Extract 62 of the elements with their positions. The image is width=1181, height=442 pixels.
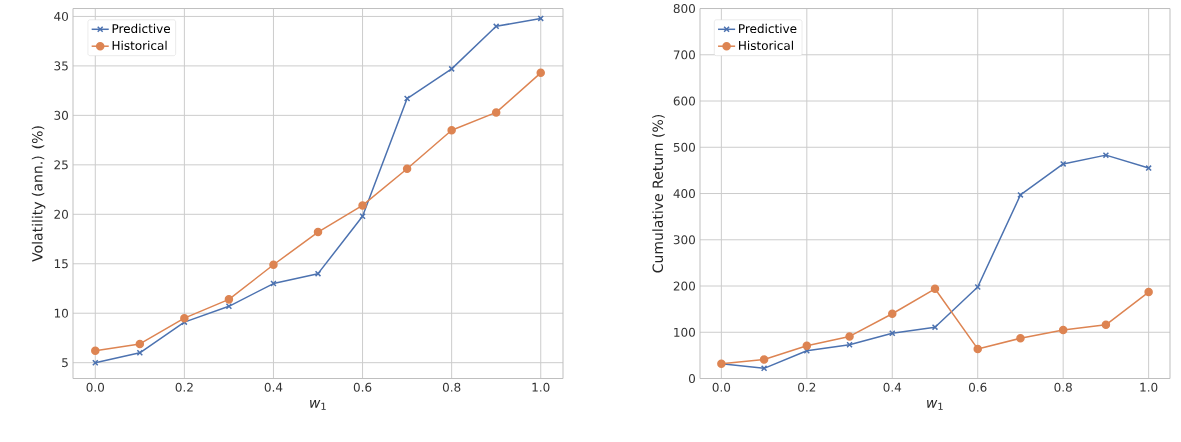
point <box>1016 334 1025 343</box>
x-axis-title: w$_{1}$ <box>927 400 943 411</box>
point <box>358 201 367 210</box>
y-tick-label: 500 <box>673 142 695 153</box>
point <box>536 68 545 78</box>
point <box>136 349 144 357</box>
legend-label: Historical <box>112 40 167 51</box>
point <box>845 332 854 341</box>
point <box>1101 320 1111 330</box>
legend-label: Predictive <box>739 24 797 34</box>
y-tick-label: 35 <box>54 61 68 71</box>
y-tick-label: 700 <box>673 50 695 60</box>
x-tick-label: 1.0 <box>532 382 550 393</box>
x-tick-label: 0.4 <box>883 382 902 393</box>
point <box>447 126 456 135</box>
x-tick-label: 0.8 <box>442 382 461 393</box>
y-tick-label: 20 <box>54 209 69 220</box>
y-tick-label: 0 <box>688 374 696 384</box>
y-tick-label: 100 <box>674 327 695 338</box>
y-tick-label: 200 <box>673 281 695 291</box>
x-tick-label: 0.4 <box>264 382 283 393</box>
point <box>491 108 501 117</box>
x-tick-label: 0.2 <box>175 382 193 393</box>
x-tick-label: 0.2 <box>798 382 816 393</box>
point <box>802 341 812 351</box>
y-tick-label: 5 <box>62 358 68 368</box>
point <box>91 346 100 356</box>
y-tick-label: 30 <box>54 111 69 121</box>
x-tick-label: 1.0 <box>1140 382 1158 393</box>
x-axis-title: w$_{1}$ <box>310 400 326 411</box>
point <box>269 260 278 270</box>
y-tick-label: 400 <box>673 189 695 199</box>
point <box>270 280 277 287</box>
point <box>1144 288 1153 297</box>
point <box>973 344 982 354</box>
y-tick-label: 800 <box>673 4 695 14</box>
x-tick-label: 0.0 <box>712 382 731 393</box>
y-axis-title: Volatility (ann.) (%) <box>31 126 46 263</box>
x-tick-label: 0.0 <box>86 382 105 393</box>
x-tick-label: 0.8 <box>1054 382 1072 393</box>
y-tick-label: 600 <box>673 96 695 106</box>
point <box>224 295 234 304</box>
point <box>135 339 145 349</box>
point <box>92 359 99 367</box>
y-tick-label: 10 <box>54 308 69 318</box>
point <box>888 309 897 319</box>
point <box>1102 152 1110 159</box>
point <box>402 164 412 174</box>
y-tick-label: 300 <box>673 235 695 245</box>
x-tick-label: 0.6 <box>353 382 372 393</box>
x-tick-label: 0.6 <box>968 382 987 393</box>
point <box>313 228 323 237</box>
legend-label: Historical <box>739 40 793 51</box>
y-tick-label: 25 <box>54 160 68 170</box>
y-tick-label: 15 <box>54 259 68 269</box>
point <box>180 314 189 323</box>
point <box>1058 325 1068 335</box>
y-tick-label: 40 <box>54 12 69 22</box>
y-axis-title: Cumulative Return (%) <box>652 115 665 273</box>
legend-label: Predictive <box>112 24 171 34</box>
point <box>930 284 940 294</box>
point <box>759 355 769 365</box>
